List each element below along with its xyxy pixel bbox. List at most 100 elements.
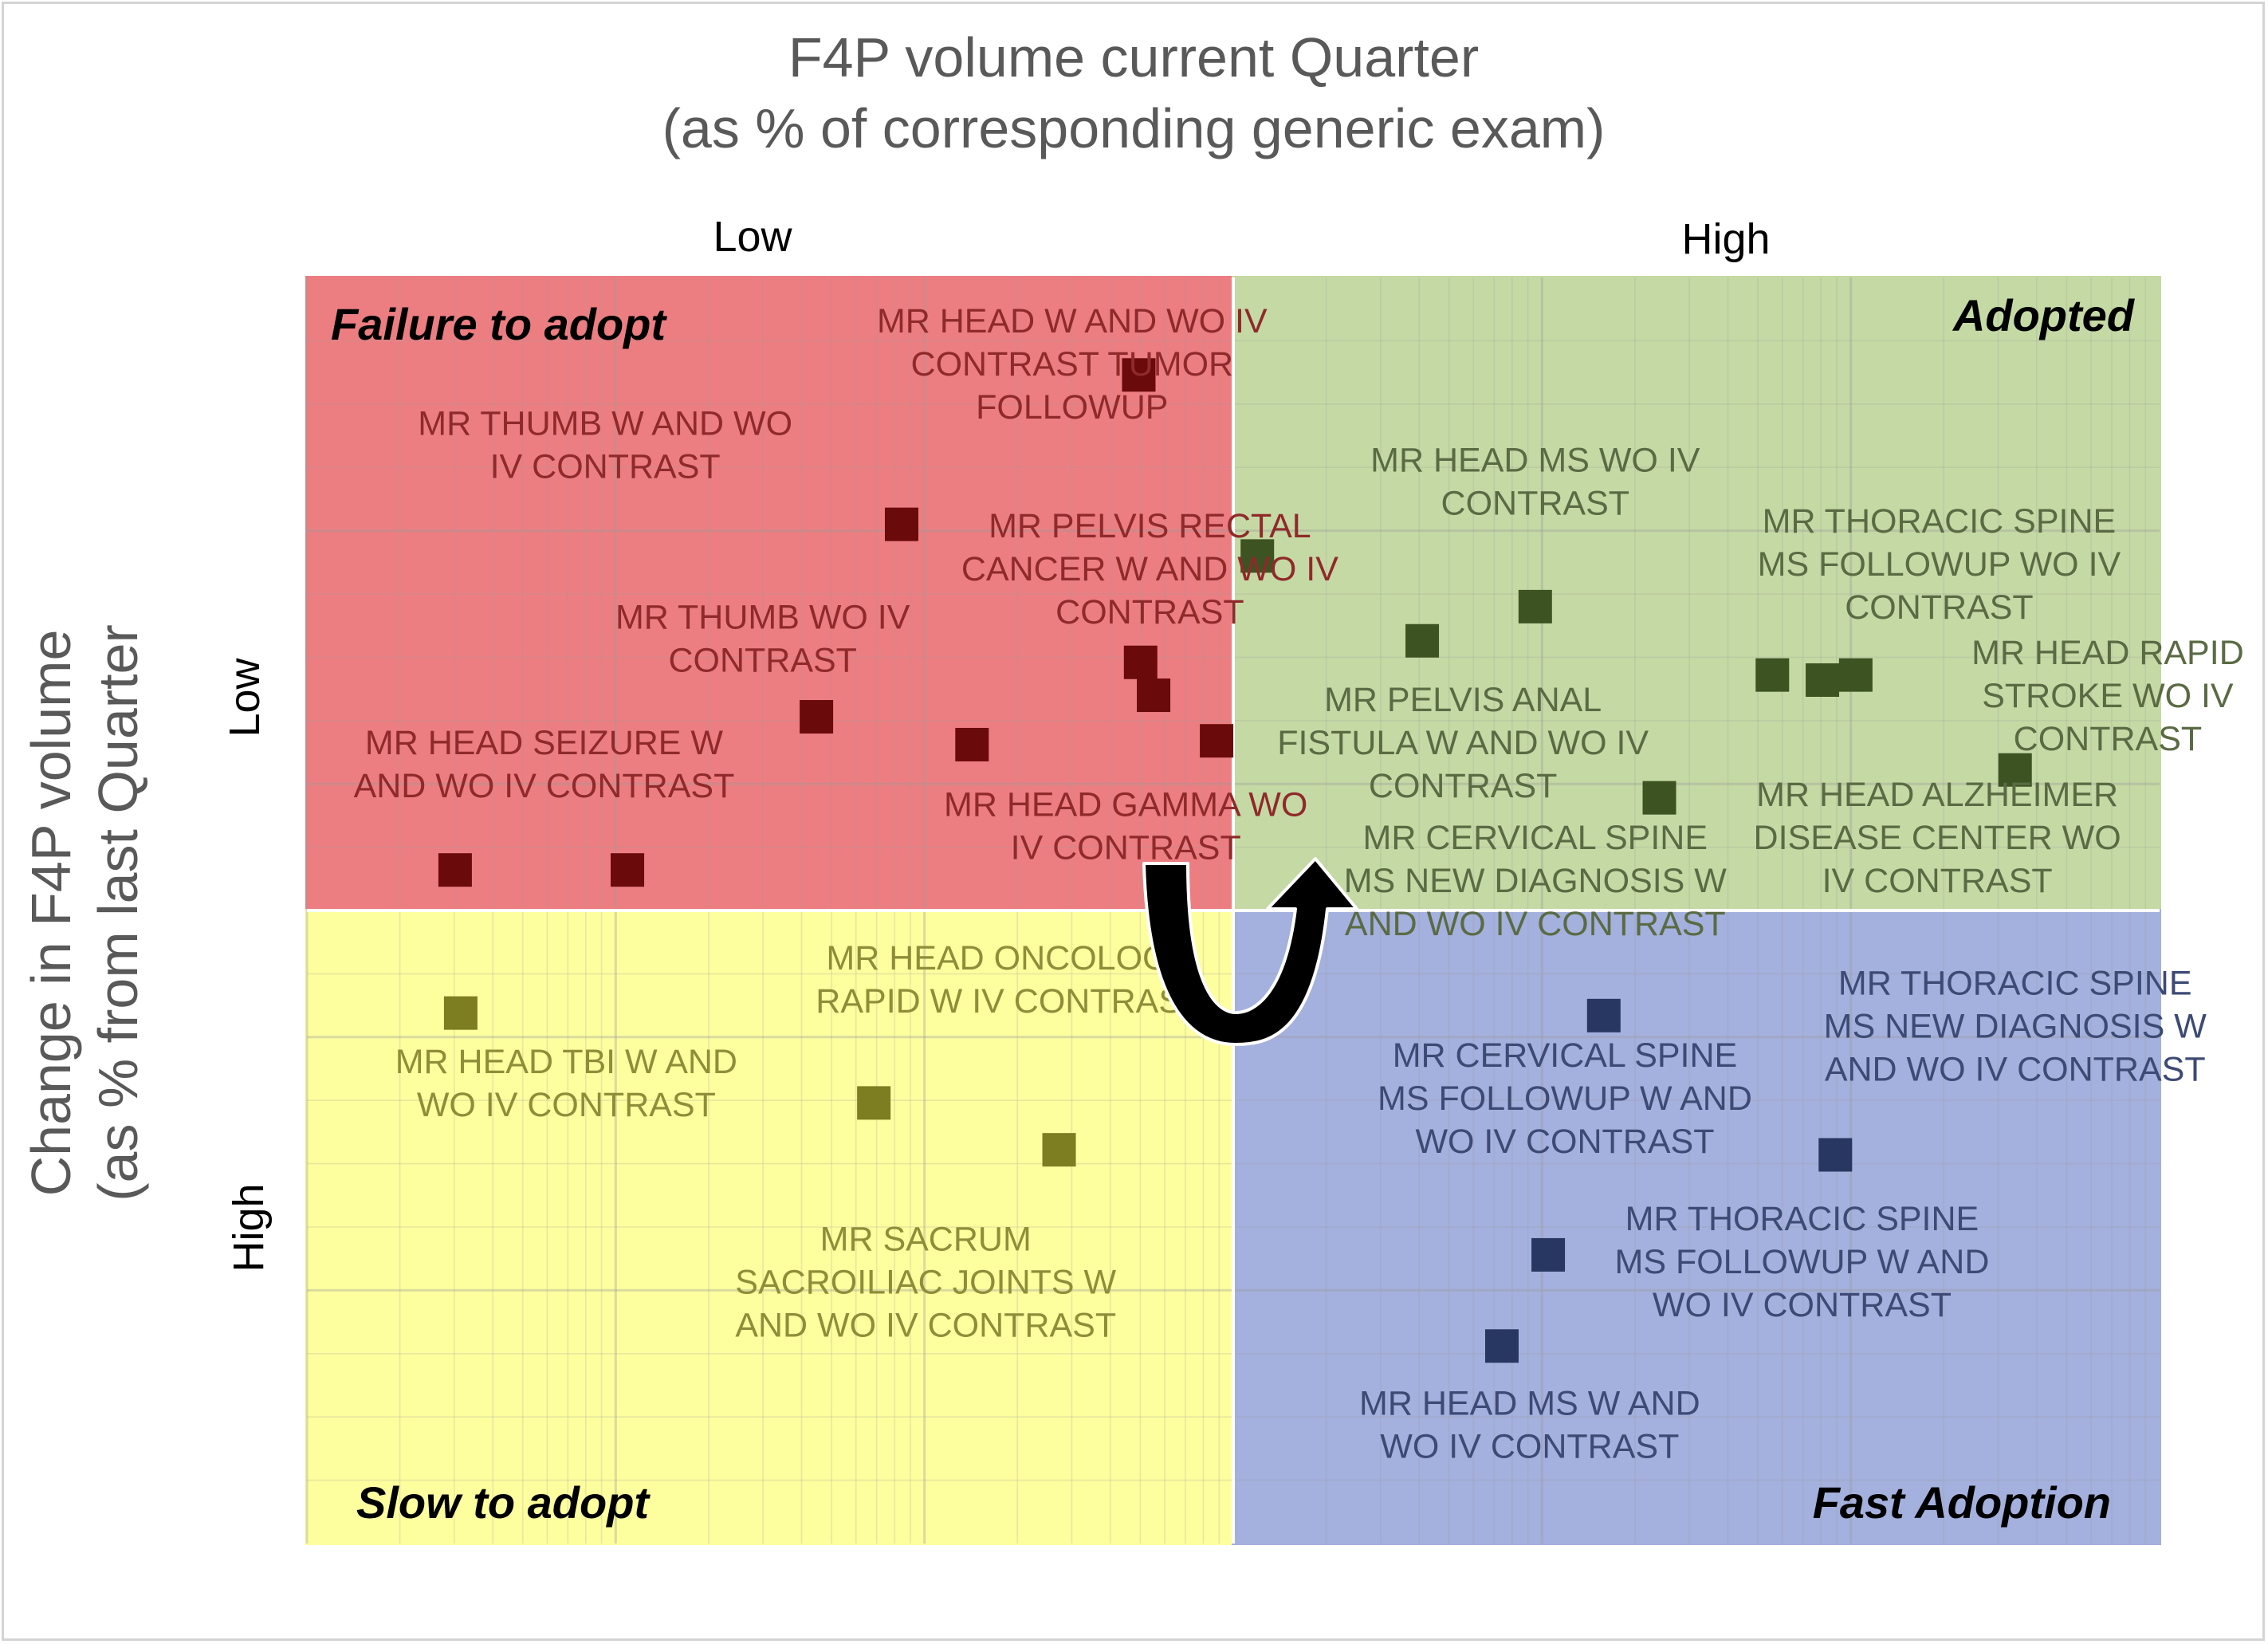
point-label-line: AND WO IV CONTRAST bbox=[354, 767, 735, 805]
y-level-low: Low bbox=[221, 657, 269, 737]
point-label-line: WO IV CONTRAST bbox=[1415, 1123, 1714, 1161]
point-label-16: MR THORACIC SPINE MS NEW DIAGNOSIS W AND W… bbox=[1824, 965, 2207, 1089]
data-point-18 bbox=[443, 996, 478, 1030]
point-label-18: MR THORACIC SPINE MS FOLLOWUP W AND WO IV … bbox=[1615, 1200, 1990, 1324]
point-label-12: MR CERVICAL SPINE MS NEW DIAGNOSIS W AND W… bbox=[1344, 819, 1728, 943]
point-label-line: FOLLOWUP bbox=[976, 388, 1168, 427]
point-label-line: DISEASE CENTER WO bbox=[1754, 819, 2121, 857]
point-label-line: MR HEAD W AND WO IV bbox=[877, 302, 1268, 340]
point-label-line: SACROILIAC JOINTS W bbox=[735, 1263, 1116, 1301]
data-point-3 bbox=[1123, 645, 1158, 679]
point-label-10: MR PELVIS ANAL FISTULA W AND WO IV CONTRAS… bbox=[1277, 681, 1649, 805]
point-label-line: MS FOLLOWUP W AND bbox=[1615, 1243, 1990, 1281]
point-label-line: MR THUMB WO IV bbox=[615, 599, 910, 637]
point-label-line: MS FOLLOWUP WO IV bbox=[1758, 545, 2121, 584]
point-label-line: MR CERVICAL SPINE bbox=[1363, 819, 1708, 857]
point-label-line: WO IV CONTRAST bbox=[1380, 1428, 1679, 1466]
point-label-3: MR PELVIS RECTAL CANCER W AND WO IV CONTRA… bbox=[961, 507, 1338, 631]
point-label-5: MR HEAD SEIZURE W AND WO IV CONTRAST bbox=[354, 724, 735, 805]
point-label-line: IV CONTRAST bbox=[1822, 862, 2053, 900]
point-label-line: MS NEW DIAGNOSIS W bbox=[1344, 862, 1728, 900]
point-label-line: CONTRAST TUMOR bbox=[911, 345, 1234, 383]
data-point-9 bbox=[438, 853, 472, 887]
point-label-line: MR THORACIC SPINE bbox=[1763, 502, 2117, 541]
point-label-6: MR HEAD GAMMA WO IV CONTRAST bbox=[944, 786, 1307, 867]
point-label-line: CONTRAST bbox=[668, 642, 857, 680]
point-label-line: MS FOLLOWUP W AND bbox=[1378, 1080, 1752, 1118]
quadrant-label-slow: Slow to adopt bbox=[356, 1477, 651, 1528]
x-level-low: Low bbox=[713, 213, 792, 261]
point-label-line: RAPID W IV CONTRAST bbox=[816, 982, 1202, 1021]
point-label-line: MR HEAD TBI W AND bbox=[395, 1043, 737, 1081]
point-label-line: MR THORACIC SPINE bbox=[1838, 965, 2192, 1003]
point-label-line: MR PELVIS RECTAL bbox=[989, 507, 1311, 545]
data-point-24 bbox=[1484, 1329, 1519, 1363]
point-label-line: CONTRAST bbox=[1055, 593, 1244, 631]
quadrant-failure bbox=[305, 276, 1235, 912]
point-label-7: MR HEAD MS WO IV CONTRAST bbox=[1370, 442, 1700, 523]
point-label-14: MR HEAD TBI W AND WO IV CONTRAST bbox=[395, 1043, 737, 1124]
chart-title-line-1: F4P volume current Quarter bbox=[788, 26, 1479, 88]
point-label-line: MR THORACIC SPINE bbox=[1625, 1200, 1979, 1238]
point-label-17: MR CERVICAL SPINE MS FOLLOWUP W AND WO IV … bbox=[1378, 1036, 1752, 1161]
point-label-line: MR THUMB W AND WO bbox=[418, 405, 792, 443]
data-point-17 bbox=[1642, 781, 1676, 815]
point-label-1: MR HEAD W AND WO IV CONTRAST TUMOR FOLLOWU… bbox=[877, 302, 1268, 427]
data-point-20 bbox=[1042, 1133, 1076, 1167]
point-label-line: FISTULA W AND WO IV bbox=[1277, 724, 1649, 762]
data-point-8 bbox=[611, 853, 645, 887]
data-point-11 bbox=[1518, 589, 1552, 623]
data-point-6 bbox=[955, 727, 989, 761]
point-label-line: IV CONTRAST bbox=[490, 448, 721, 486]
x-level-high: High bbox=[1681, 215, 1770, 263]
data-point-13 bbox=[1755, 658, 1790, 692]
point-label-line: MR HEAD GAMMA WO bbox=[944, 786, 1307, 824]
point-label-line: IV CONTRAST bbox=[1011, 829, 1241, 867]
point-label-line: CONTRAST bbox=[2014, 720, 2203, 758]
quadrant-label-failure: Failure to adopt bbox=[331, 299, 667, 349]
point-label-line: MR HEAD SEIZURE W bbox=[365, 724, 724, 762]
chart-title-line-2: (as % of corresponding generic exam) bbox=[662, 97, 1606, 159]
point-label-line: AND WO IV CONTRAST bbox=[1825, 1051, 2206, 1089]
quadrant-fast bbox=[1232, 909, 2161, 1545]
data-point-15 bbox=[1838, 658, 1873, 692]
data-point-5 bbox=[800, 700, 834, 734]
point-label-line: MR PELVIS ANAL bbox=[1324, 681, 1602, 719]
quadrant-adopted bbox=[1232, 276, 2161, 912]
point-label-13: MR HEAD ONCOLOGY RAPID W IV CONTRAST bbox=[816, 939, 1202, 1021]
data-point-7 bbox=[1200, 724, 1234, 758]
y-level-high: High bbox=[225, 1183, 273, 1272]
point-label-line: MR HEAD ALZHEIMER bbox=[1756, 776, 2118, 814]
point-label-line: STROKE WO IV bbox=[1982, 677, 2234, 715]
point-label-line: WO IV CONTRAST bbox=[417, 1086, 716, 1124]
data-point-14 bbox=[1806, 663, 1840, 697]
data-point-2 bbox=[885, 507, 919, 541]
point-label-line: MR HEAD ONCOLOGY bbox=[826, 939, 1192, 977]
data-point-1 bbox=[1122, 358, 1156, 392]
y-axis-title-line-1: Change in F4P volume bbox=[20, 630, 82, 1197]
point-label-11: MR HEAD ALZHEIMER DISEASE CENTER WO IV CON… bbox=[1754, 776, 2121, 900]
point-label-line: CONTRAST bbox=[1441, 485, 1630, 523]
point-label-line: MR HEAD RAPID bbox=[1971, 634, 2244, 672]
data-point-22 bbox=[1818, 1138, 1853, 1172]
quadrant-label-fast: Fast Adoption bbox=[1813, 1477, 2111, 1528]
y-axis-title-line-2: (as % from last Quarter bbox=[87, 624, 149, 1202]
point-label-8: MR THORACIC SPINE MS FOLLOWUP WO IV CONTRA… bbox=[1758, 502, 2121, 627]
point-label-line: CANCER W AND WO IV bbox=[961, 550, 1338, 588]
point-label-line: CONTRAST bbox=[1845, 588, 2034, 627]
data-point-16 bbox=[1998, 753, 2032, 787]
point-label-line: MR CERVICAL SPINE bbox=[1393, 1036, 1738, 1075]
point-label-4: MR THUMB WO IV CONTRAST bbox=[615, 599, 910, 680]
quadrant-label-adopted: Adopted bbox=[1952, 290, 2136, 340]
point-label-line: WO IV CONTRAST bbox=[1653, 1286, 1952, 1324]
u-turn-arrow-icon bbox=[1142, 857, 1358, 1046]
point-label-line: CONTRAST bbox=[1369, 767, 1558, 805]
point-label-line: MR HEAD MS W AND bbox=[1359, 1385, 1700, 1423]
y-axis-title: Change in F4P volume(as % from last Quar… bbox=[20, 624, 149, 1202]
point-label-line: MR SACRUM bbox=[820, 1220, 1032, 1258]
point-label-line: MS NEW DIAGNOSIS W bbox=[1824, 1008, 2207, 1046]
data-point-4 bbox=[1137, 678, 1171, 713]
data-point-10 bbox=[1240, 539, 1275, 573]
data-point-12 bbox=[1405, 623, 1440, 658]
